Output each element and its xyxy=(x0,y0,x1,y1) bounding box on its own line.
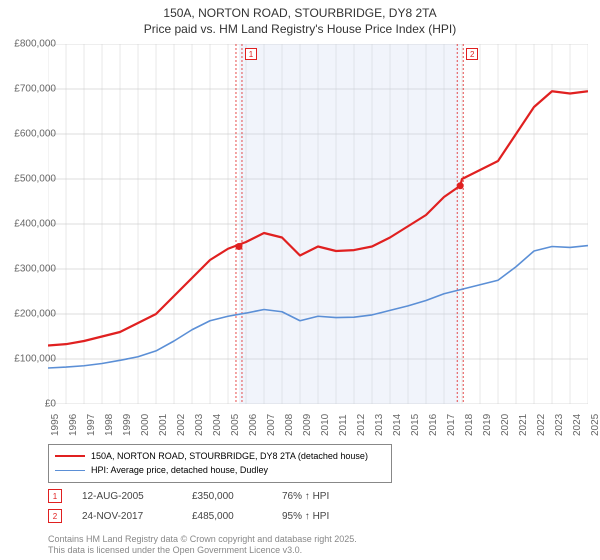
x-tick-label: 2017 xyxy=(446,414,457,436)
sale-price: £485,000 xyxy=(192,511,262,522)
footer: Contains HM Land Registry data © Crown c… xyxy=(48,534,357,556)
sale-date: 12-AUG-2005 xyxy=(82,491,172,502)
legend-label: HPI: Average price, detached house, Dudl… xyxy=(91,463,268,477)
legend-item: HPI: Average price, detached house, Dudl… xyxy=(55,463,385,477)
y-tick-label: £0 xyxy=(45,399,56,410)
legend-swatch xyxy=(55,455,85,457)
sales-row: 1 12-AUG-2005 £350,000 76% ↑ HPI xyxy=(48,486,352,506)
x-tick-label: 2015 xyxy=(410,414,421,436)
x-tick-label: 2007 xyxy=(266,414,277,436)
y-tick-label: £300,000 xyxy=(14,264,56,275)
y-tick-label: £400,000 xyxy=(14,219,56,230)
x-tick-label: 2001 xyxy=(158,414,169,436)
x-tick-label: 1995 xyxy=(50,414,61,436)
x-tick-label: 2019 xyxy=(482,414,493,436)
title-line1: 150A, NORTON ROAD, STOURBRIDGE, DY8 2TA xyxy=(0,6,600,22)
x-tick-label: 1997 xyxy=(86,414,97,436)
x-tick-label: 2009 xyxy=(302,414,313,436)
x-tick-label: 2020 xyxy=(500,414,511,436)
sale-hpi-delta: 95% ↑ HPI xyxy=(282,511,352,522)
x-tick-label: 2023 xyxy=(554,414,565,436)
footer-line2: This data is licensed under the Open Gov… xyxy=(48,545,357,556)
x-tick-label: 1996 xyxy=(68,414,79,436)
x-axis-labels: 1995 1996 1997 1998 1999 2000 2001 2002 2003 2004… xyxy=(48,406,588,446)
chart-svg xyxy=(48,44,588,404)
y-tick-label: £600,000 xyxy=(14,129,56,140)
y-tick-label: £800,000 xyxy=(14,39,56,50)
legend-swatch xyxy=(55,470,85,471)
sale-marker-box: 1 xyxy=(48,489,62,503)
title-line2: Price paid vs. HM Land Registry's House … xyxy=(0,22,600,38)
x-tick-label: 2016 xyxy=(428,414,439,436)
y-tick-label: £700,000 xyxy=(14,84,56,95)
y-tick-label: £100,000 xyxy=(14,354,56,365)
chart-area: 12 xyxy=(48,44,588,404)
sale-date: 24-NOV-2017 xyxy=(82,511,172,522)
sale-marker-label: 2 xyxy=(466,48,478,60)
footer-line1: Contains HM Land Registry data © Crown c… xyxy=(48,534,357,545)
legend-label: 150A, NORTON ROAD, STOURBRIDGE, DY8 2TA … xyxy=(91,449,368,463)
x-tick-label: 2013 xyxy=(374,414,385,436)
sale-marker-label: 1 xyxy=(245,48,257,60)
x-tick-label: 2003 xyxy=(194,414,205,436)
x-tick-label: 2012 xyxy=(356,414,367,436)
x-tick-label: 2002 xyxy=(176,414,187,436)
legend-item: 150A, NORTON ROAD, STOURBRIDGE, DY8 2TA … xyxy=(55,449,385,463)
x-tick-label: 1998 xyxy=(104,414,115,436)
sales-table: 1 12-AUG-2005 £350,000 76% ↑ HPI 2 24-NOV-201… xyxy=(48,486,352,526)
x-tick-label: 2021 xyxy=(518,414,529,436)
sales-row: 2 24-NOV-2017 £485,000 95% ↑ HPI xyxy=(48,506,352,526)
x-tick-label: 2024 xyxy=(572,414,583,436)
x-tick-label: 2004 xyxy=(212,414,223,436)
chart-title: 150A, NORTON ROAD, STOURBRIDGE, DY8 2TA … xyxy=(0,0,600,37)
x-tick-label: 2008 xyxy=(284,414,295,436)
x-tick-label: 2025 xyxy=(590,414,600,436)
x-tick-label: 2014 xyxy=(392,414,403,436)
x-tick-label: 2011 xyxy=(338,414,349,436)
x-tick-label: 2005 xyxy=(230,414,241,436)
x-tick-label: 2000 xyxy=(140,414,151,436)
sale-hpi-delta: 76% ↑ HPI xyxy=(282,491,352,502)
y-tick-label: £500,000 xyxy=(14,174,56,185)
x-tick-label: 2018 xyxy=(464,414,475,436)
x-tick-label: 1999 xyxy=(122,414,133,436)
x-tick-label: 2006 xyxy=(248,414,259,436)
sale-marker-box: 2 xyxy=(48,509,62,523)
x-tick-label: 2022 xyxy=(536,414,547,436)
y-tick-label: £200,000 xyxy=(14,309,56,320)
sale-price: £350,000 xyxy=(192,491,262,502)
legend: 150A, NORTON ROAD, STOURBRIDGE, DY8 2TA … xyxy=(48,444,392,483)
x-tick-label: 2010 xyxy=(320,414,331,436)
